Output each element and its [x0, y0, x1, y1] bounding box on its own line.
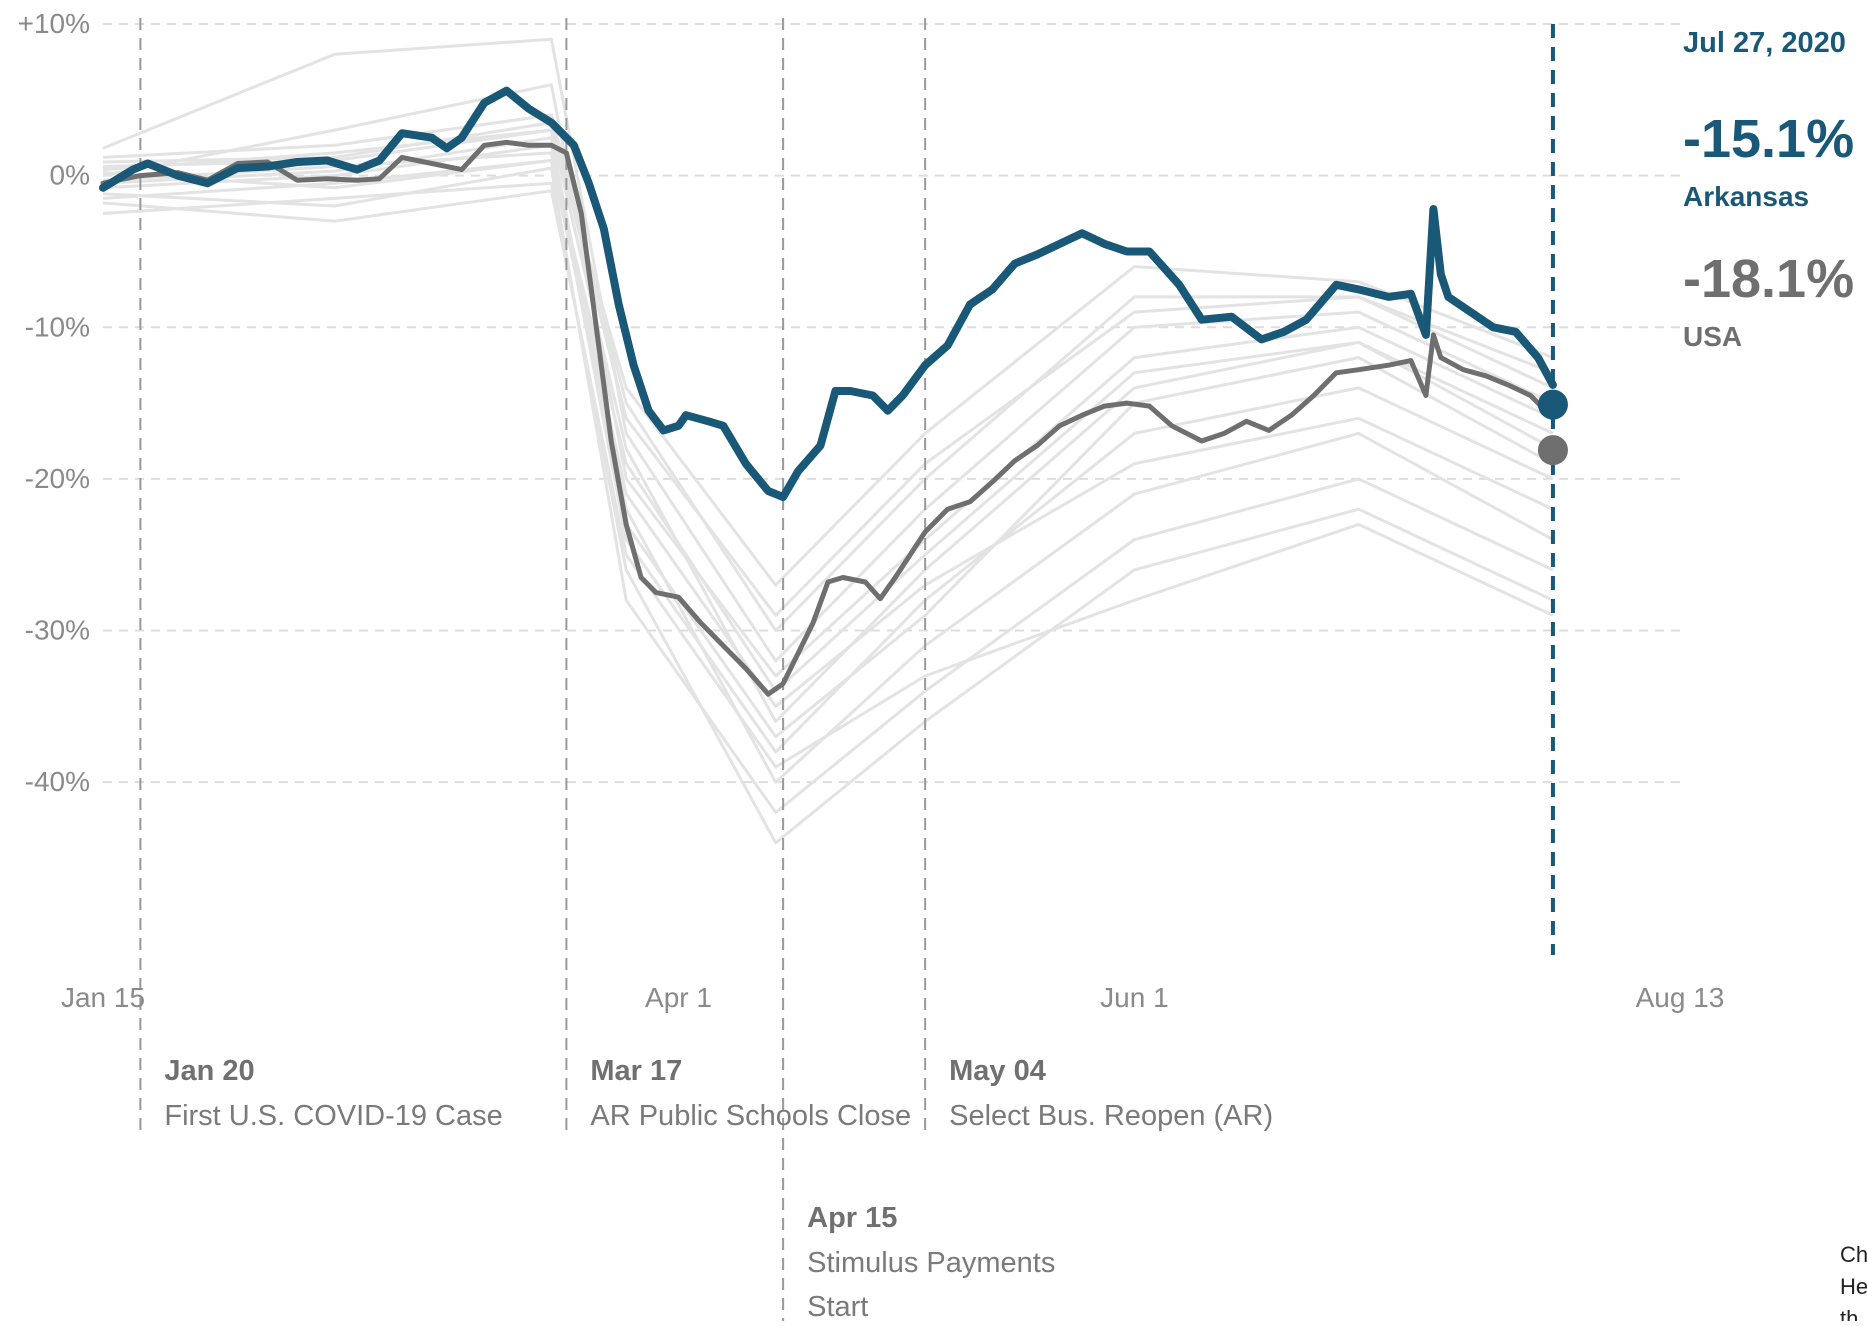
state-line [102, 128, 1554, 723]
state-line [102, 159, 1554, 784]
event-label-may04: Select Bus. Reopen (AR) [949, 1100, 1273, 1132]
state-line [102, 189, 1554, 769]
gridlines [103, 23, 1680, 784]
event-date-may04: May 04 [949, 1055, 1046, 1087]
state-line [102, 136, 1554, 739]
event-labels: Jan 20 First U.S. COVID-19 Case Mar 17 AR P… [164, 1055, 1273, 1323]
x-tick-label: Jan 15 [61, 982, 145, 1013]
highlight-date: Jul 27, 2020 [1683, 27, 1846, 59]
endpoint-dot-arkansas [1537, 389, 1568, 420]
series-line-arkansas [99, 86, 1557, 502]
state-line [102, 121, 1554, 617]
axis-labels: +10% 0% -10% -20% -30% -40% Jan 15 Apr 1 Jun 1 Au… [18, 8, 1725, 1013]
x-tick-label: Apr 1 [645, 982, 712, 1013]
footnote-line-3: th [1840, 1306, 1858, 1321]
state-line [102, 83, 1554, 678]
arkansas-value: -15.1% [1683, 109, 1854, 169]
event-label-mar17: AR Public Schools Close [590, 1100, 911, 1132]
y-tick-label: -20% [25, 463, 90, 494]
event-label-apr15: Stimulus Payments [807, 1247, 1055, 1279]
usa-name: USA [1683, 321, 1742, 352]
event-markers [139, 18, 927, 1321]
arkansas-name: Arkansas [1683, 181, 1809, 212]
y-tick-label: 0% [50, 160, 90, 191]
endpoint-dot-usa [1537, 435, 1568, 466]
highlight-series [99, 24, 1568, 955]
x-tick-label: Aug 13 [1636, 982, 1725, 1013]
event-label-apr15: Start [807, 1291, 868, 1321]
y-tick-label: -10% [25, 311, 90, 342]
usa-value: -18.1% [1683, 249, 1854, 309]
footnote-line-1: Ch [1840, 1242, 1867, 1267]
event-date-jan20: Jan 20 [164, 1055, 254, 1087]
footnote-line-2: He [1840, 1274, 1867, 1299]
event-date-apr15: Apr 15 [807, 1202, 897, 1234]
y-tick-label: -30% [25, 615, 90, 646]
x-tick-label: Jun 1 [1100, 982, 1169, 1013]
event-label-jan20: First U.S. COVID-19 Case [164, 1100, 502, 1132]
state-line [102, 143, 1554, 754]
y-tick-label: +10% [18, 8, 90, 39]
y-tick-label: -40% [25, 766, 90, 797]
state-line [102, 151, 1554, 708]
state-line [102, 37, 1554, 663]
footnote: Ch He th [1840, 1242, 1867, 1326]
event-date-mar17: Mar 17 [590, 1055, 682, 1087]
highlight-panel: Jul 27, 2020 -15.1% Arkansas -18.1% USA [1683, 27, 1854, 352]
series-line-usa [100, 139, 1556, 697]
state-line [102, 166, 1554, 814]
